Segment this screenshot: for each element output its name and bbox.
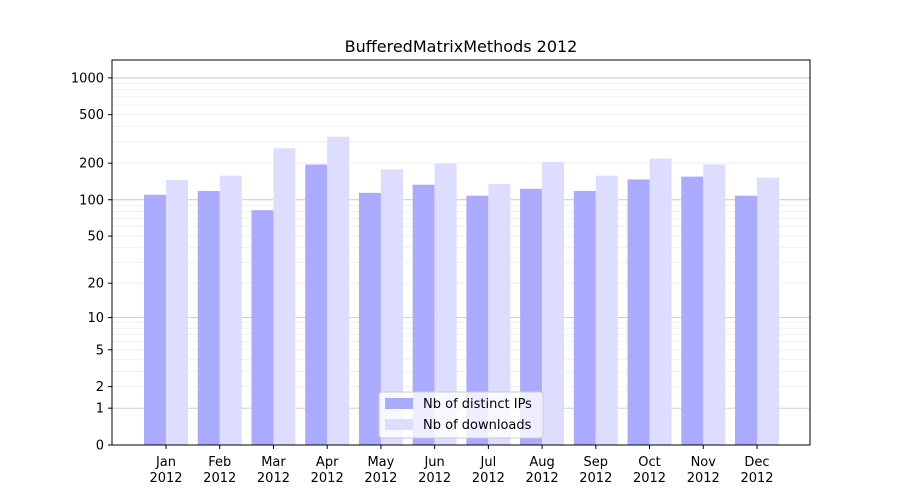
legend: Nb of distinct IPs Nb of downloads: [378, 391, 544, 439]
y-tick-label: 100: [79, 193, 104, 208]
x-tick-label-year: 2012: [472, 471, 505, 486]
bar-distinct-ips: [358, 192, 381, 445]
x-tick-label-month: Apr: [316, 455, 339, 470]
bar-distinct-ips: [520, 188, 543, 445]
x-tick-label-month: Feb: [208, 455, 231, 470]
bar-distinct-ips: [573, 191, 596, 445]
x-tick-label-month: Mar: [261, 455, 286, 470]
y-tick-label: 2: [96, 380, 104, 395]
x-tick-label-month: Jul: [480, 455, 497, 470]
y-tick-label: 1: [96, 402, 104, 417]
bar-downloads: [649, 158, 672, 446]
legend-swatch-distinct-ips: [385, 398, 413, 409]
y-tick-label: 500: [79, 108, 104, 123]
legend-swatch-downloads: [385, 419, 413, 430]
x-tick-label-year: 2012: [740, 471, 773, 486]
plot-frame: [111, 59, 811, 446]
bar-downloads: [327, 136, 350, 446]
y-tick-label: 20: [87, 277, 104, 292]
x-tick-label-year: 2012: [579, 471, 612, 486]
x-tick-label-month: Sep: [584, 455, 609, 470]
bar-distinct-ips: [627, 179, 650, 446]
x-tick-label-month: Aug: [529, 455, 554, 470]
x-tick-label-year: 2012: [418, 471, 451, 486]
x-tick-label-year: 2012: [203, 471, 236, 486]
bar-downloads: [595, 175, 618, 445]
y-tick-label: 200: [79, 157, 104, 172]
x-tick-label-year: 2012: [633, 471, 666, 486]
bars: [144, 136, 779, 446]
bar-downloads: [273, 148, 296, 445]
bar-downloads: [380, 169, 403, 445]
x-tick-label-year: 2012: [311, 471, 344, 486]
y-tick-label: 1000: [71, 71, 104, 86]
x-tick-label-month: Nov: [691, 455, 717, 470]
y-tick-label: 50: [87, 230, 104, 245]
bar-distinct-ips: [197, 191, 220, 445]
y-axis: 0 1 2 5 10 20 50 100 200 500 1000: [71, 71, 112, 454]
legend-box: [378, 391, 544, 439]
x-tick-label-month: May: [367, 455, 394, 470]
bar-downloads: [488, 183, 511, 445]
bar-distinct-ips: [144, 194, 166, 445]
bar-distinct-ips: [251, 210, 274, 445]
bar-distinct-ips: [735, 195, 757, 445]
bar-downloads: [542, 161, 565, 446]
x-tick-label-month: Jun: [423, 455, 444, 470]
bar-distinct-ips: [412, 184, 435, 445]
x-tick-label-month: Jan: [155, 455, 176, 470]
bar-downloads: [166, 180, 188, 446]
legend-label-distinct-ips: Nb of distinct IPs: [423, 397, 532, 412]
y-tick-label: 5: [96, 343, 104, 358]
bar-distinct-ips: [466, 195, 489, 445]
x-tick-label-month: Oct: [638, 455, 660, 470]
bar-downloads: [757, 177, 779, 446]
x-tick-label-month: Dec: [744, 455, 769, 470]
x-tick-label-year: 2012: [526, 471, 559, 486]
bar-distinct-ips: [681, 176, 704, 445]
x-tick-label-year: 2012: [364, 471, 397, 486]
legend-label-downloads: Nb of downloads: [423, 418, 532, 433]
x-tick-label-year: 2012: [149, 471, 182, 486]
bar-distinct-ips: [305, 164, 328, 445]
bar-downloads: [219, 175, 242, 445]
bar-downloads: [434, 163, 457, 445]
y-tick-label: 10: [87, 311, 104, 326]
bar-downloads: [703, 164, 726, 445]
chart-title: BufferedMatrixMethods 2012: [345, 37, 578, 56]
x-axis: Jan2012Feb2012Mar2012Apr2012May2012Jun20…: [149, 445, 774, 486]
y-tick-label: 0: [96, 439, 104, 454]
x-tick-label-year: 2012: [257, 471, 290, 486]
x-tick-label-year: 2012: [687, 471, 720, 486]
